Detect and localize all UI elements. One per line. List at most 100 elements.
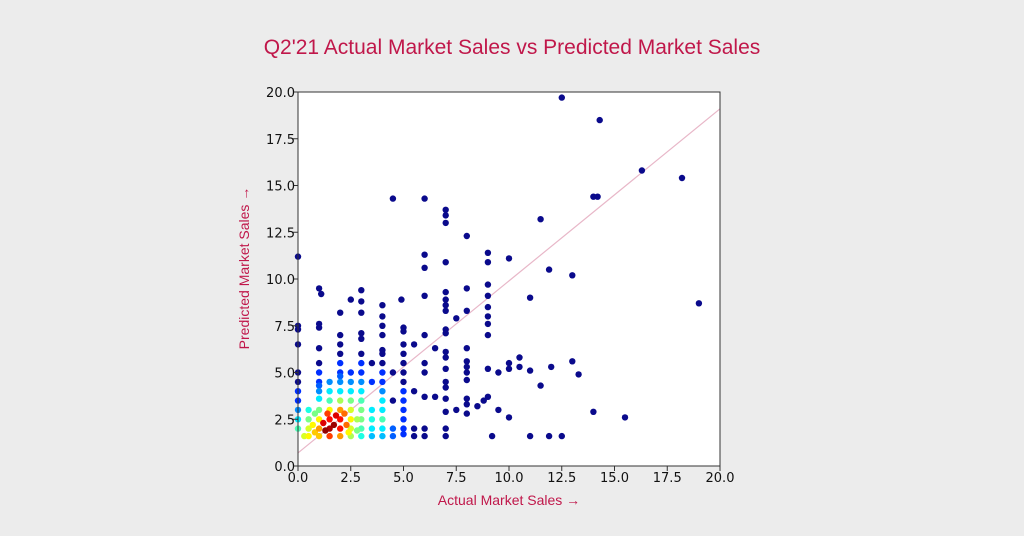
scatter-point	[463, 285, 470, 292]
scatter-point	[505, 359, 513, 367]
scatter-point	[400, 416, 407, 423]
scatter-point	[358, 350, 365, 357]
scatter-point	[463, 232, 470, 240]
y-tick-label: 0.0	[274, 460, 295, 475]
scatter-point	[330, 421, 338, 429]
y-tick-label: 12.5	[266, 226, 295, 241]
scatter-point	[315, 324, 323, 331]
scatter-point	[368, 416, 376, 423]
scatter-point	[463, 376, 470, 384]
scatter-point	[442, 206, 449, 213]
scatter-point	[484, 393, 492, 400]
scatter-point	[337, 397, 344, 404]
scatter-point	[315, 406, 323, 414]
scatter-point	[347, 406, 354, 414]
x-axis-ticks: 0.0 2.5 5.0 7.5 10.0 12.5 15.0 17.5 20.0	[288, 466, 735, 486]
scatter-point	[442, 408, 449, 415]
scatter-point	[484, 331, 492, 339]
scatter-point	[358, 335, 365, 342]
scatter-point	[516, 354, 523, 361]
scatter-point	[379, 331, 386, 339]
scatter-point	[453, 315, 460, 322]
scatter-point	[463, 395, 470, 402]
scatter-point	[463, 307, 470, 314]
scatter-point	[410, 425, 418, 432]
y-axis-label: Predicted Market Sales →	[236, 186, 252, 350]
scatter-point	[463, 401, 470, 408]
scatter-point	[379, 369, 386, 376]
scatter-point	[379, 350, 386, 357]
scatter-point	[332, 412, 340, 419]
scatter-point	[353, 416, 361, 423]
scatter-point	[315, 388, 323, 395]
scatter-point	[569, 358, 576, 365]
scatter-point	[421, 359, 428, 367]
x-tick-label: 20.0	[706, 471, 735, 486]
scatter-point	[442, 348, 449, 356]
scatter-point	[358, 406, 365, 414]
x-tick-label: 10.0	[495, 471, 524, 486]
scatter-point	[379, 359, 386, 367]
scatter-point	[379, 313, 386, 320]
x-axis-label: Actual Market Sales →	[437, 492, 581, 508]
scatter-point	[537, 216, 544, 223]
scatter-point	[337, 350, 344, 357]
x-tick-label: 0.0	[288, 471, 309, 486]
scatter-point	[358, 378, 365, 386]
scatter-point	[505, 414, 513, 421]
scatter-point	[410, 432, 418, 440]
scatter-point	[347, 416, 354, 423]
scatter-point	[345, 429, 352, 436]
scatter-point	[505, 255, 513, 262]
scatter-point	[358, 397, 365, 404]
scatter-point	[484, 313, 492, 320]
scatter-point	[442, 259, 449, 266]
scatter-point	[442, 425, 449, 432]
scatter-point	[442, 296, 449, 303]
scatter-point	[400, 431, 407, 438]
scatter-point	[337, 359, 344, 367]
scatter-point	[442, 395, 449, 402]
scatter-point	[326, 378, 333, 386]
scatter-point	[358, 309, 365, 316]
scatter-point	[678, 174, 686, 182]
scatter-point	[484, 249, 492, 256]
scatter-point	[389, 369, 397, 376]
scatter-point	[326, 388, 333, 395]
scatter-point	[442, 330, 449, 337]
scatter-point	[558, 432, 565, 440]
scatter-point	[368, 406, 376, 414]
scatter-point	[545, 266, 553, 273]
scatter-point	[421, 292, 428, 299]
scatter-point	[379, 397, 386, 404]
scatter-point	[311, 429, 319, 436]
x-tick-label: 2.5	[340, 471, 361, 486]
scatter-point	[320, 419, 327, 427]
scatter-point	[389, 195, 397, 202]
scatter-point	[474, 403, 481, 410]
scatter-point	[379, 406, 386, 414]
scatter-point	[421, 393, 428, 400]
x-tick-label: 5.0	[393, 471, 414, 486]
scatter-point	[516, 363, 523, 371]
y-tick-label: 7.5	[274, 320, 295, 335]
scatter-point	[526, 432, 534, 440]
scatter-point	[463, 345, 470, 352]
scatter-point	[358, 359, 365, 367]
scatter-point	[305, 406, 312, 414]
scatter-point	[337, 432, 344, 440]
scatter-point	[337, 388, 344, 395]
scatter-point	[326, 416, 333, 423]
scatter-point	[326, 397, 333, 404]
scatter-point	[596, 116, 603, 124]
scatter-point	[548, 363, 555, 371]
scatter-point	[326, 432, 333, 440]
scatter-point	[347, 296, 354, 303]
scatter-point	[421, 331, 428, 339]
scatter-point	[389, 425, 397, 432]
scatter-point	[442, 302, 449, 309]
scatter-point	[368, 378, 376, 386]
scatter-point	[488, 432, 496, 440]
scatter-point	[505, 365, 513, 372]
